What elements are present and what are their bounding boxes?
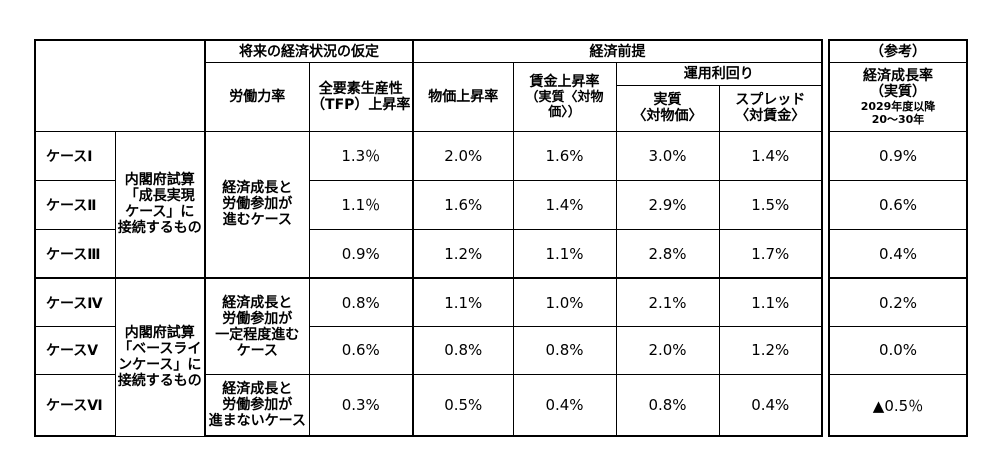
group-1-line-3: ケース」に <box>125 204 195 221</box>
labor-label-1: 経済成長と 労働参加が 進むケース <box>204 130 310 279</box>
growth-value: 0.9% <box>828 130 968 181</box>
tfp-value: 0.3% <box>308 374 414 438</box>
group-2-line-4: 接続するもの <box>117 373 202 390</box>
growth-value: 0.2% <box>828 277 968 327</box>
case-label-6: ケースⅥ <box>34 374 116 438</box>
price-value: 2.0% <box>412 130 514 181</box>
wage-value: 1.6% <box>512 130 617 181</box>
growth-value: ▲0.5％ <box>828 374 968 438</box>
wage-value: 1.4% <box>512 179 617 230</box>
real-yield-value: 2.1% <box>615 277 720 327</box>
header-group-premise: 経済前提 <box>412 39 823 63</box>
group-1-line-2: 「成長実現 <box>124 188 195 205</box>
wage-value: 0.4% <box>512 374 617 438</box>
header-wage-line2: （実質〈対物価〉） <box>525 89 604 120</box>
labor-3-line-2: 労働参加が <box>222 397 293 413</box>
tfp-value: 1.1％ <box>308 179 414 230</box>
labor-2-line-3: 一定程度進む <box>215 326 300 343</box>
labor-1-line-3: 進むケース <box>222 212 292 229</box>
tfp-value: 0.6% <box>308 325 414 376</box>
price-value: 1.6% <box>412 179 514 230</box>
group-2-line-1: 内閣府試算 <box>124 325 195 342</box>
header-growth-line4: 20～30年 <box>871 112 925 126</box>
header-empty-corner <box>34 38 206 132</box>
labor-3-line-1: 経済成長と <box>222 381 293 397</box>
header-tfp: 全要素生産性 （TFP）上昇率 <box>308 62 414 132</box>
labor-2-line-1: 経済成長と <box>222 294 293 311</box>
tfp-value: 1.3％ <box>308 130 414 181</box>
real-yield-value: 2.8% <box>615 228 720 279</box>
header-price: 物価上昇率 <box>412 62 514 132</box>
header-spread-line1: スプレッド <box>735 92 806 109</box>
group-label-baseline: 内閣府試算 「ベースライ ンケース」に 接続するもの <box>114 277 206 437</box>
labor-2-line-4: ケース <box>236 342 278 359</box>
spread-value: 1.5% <box>718 179 823 230</box>
price-value: 0.8% <box>412 325 514 376</box>
labor-1-line-2: 労働参加が <box>222 196 293 213</box>
column-gap <box>821 40 830 436</box>
spread-value: 1.2% <box>718 325 823 376</box>
header-wage: 賃金上昇率 （実質〈対物価〉） <box>512 62 617 132</box>
case-label-1: ケースⅠ <box>34 130 116 181</box>
header-yield: 運用利回り <box>615 62 823 86</box>
header-spread: スプレッド 〈対賃金〉 <box>718 84 823 132</box>
wage-value: 0.8% <box>512 325 617 376</box>
header-real-line2: 〈対物価〉 <box>632 108 703 125</box>
header-growth: 経済成長率 （実質） 2029年度以降 20～30年 <box>828 62 968 132</box>
labor-label-3: 経済成長と 労働参加が 進まないケース <box>204 374 310 438</box>
wage-value: 1.1% <box>512 228 617 279</box>
economic-assumptions-table: 将来の経済状況の仮定 経済前提 （参考） 労働力率 全要素生産性 （TFP）上昇… <box>34 38 968 438</box>
labor-3-line-3: 進まないケース <box>208 413 306 429</box>
group-label-growth: 内閣府試算 「成長実現 ケース」に 接続するもの <box>114 130 206 279</box>
case-label-2: ケースⅡ <box>34 179 116 230</box>
header-labor: 労働力率 <box>204 62 310 132</box>
spread-value: 1.1% <box>718 277 823 327</box>
header-spread-line2: 〈対賃金〉 <box>735 108 806 125</box>
case-label-5: ケースⅤ <box>34 325 116 376</box>
real-yield-value: 3.0% <box>615 130 720 181</box>
header-real-line1: 実質 <box>653 92 682 109</box>
header-group-reference: （参考） <box>828 39 968 63</box>
tfp-value: 0.9% <box>308 228 414 279</box>
header-wage-line1: 賃金上昇率 <box>529 73 600 90</box>
group-2-line-3: ンケース」に <box>118 357 202 374</box>
wage-value: 1.0% <box>512 277 617 327</box>
header-real: 実質 〈対物価〉 <box>615 84 720 132</box>
header-growth-line2: （実質） <box>870 83 926 100</box>
labor-label-2: 経済成長と 労働参加が 一定程度進む ケース <box>204 277 310 376</box>
header-growth-line3: 2029年度以降 <box>860 99 936 113</box>
spread-value: 1.4% <box>718 130 823 181</box>
spread-value: 1.7% <box>718 228 823 279</box>
group-1-line-4: 接続するもの <box>117 220 202 237</box>
case-label-4: ケースⅣ <box>34 277 116 327</box>
price-value: 1.1% <box>412 277 514 327</box>
real-yield-value: 2.9% <box>615 179 720 230</box>
price-value: 0.5% <box>412 374 514 438</box>
growth-value: 0.6% <box>828 179 968 230</box>
header-tfp-line2: （TFP）上昇率 <box>311 96 411 113</box>
group-2-line-2: 「ベースライ <box>118 341 202 358</box>
real-yield-value: 2.0% <box>615 325 720 376</box>
case-label-3: ケースⅢ <box>34 228 116 279</box>
header-tfp-line1: 全要素生産性 <box>318 80 403 97</box>
labor-1-line-1: 経済成長と <box>222 180 293 197</box>
growth-value: 0.4% <box>828 228 968 279</box>
group-1-line-1: 内閣府試算 <box>124 172 195 189</box>
labor-2-line-2: 労働参加が <box>222 310 293 327</box>
price-value: 1.2% <box>412 228 514 279</box>
tfp-value: 0.8% <box>308 277 414 327</box>
growth-value: 0.0% <box>828 325 968 376</box>
header-growth-line1: 経済成長率 <box>863 67 933 84</box>
real-yield-value: 0.8% <box>615 374 720 438</box>
spread-value: 0.4% <box>718 374 823 438</box>
header-group-assumption: 将来の経済状況の仮定 <box>204 39 414 63</box>
